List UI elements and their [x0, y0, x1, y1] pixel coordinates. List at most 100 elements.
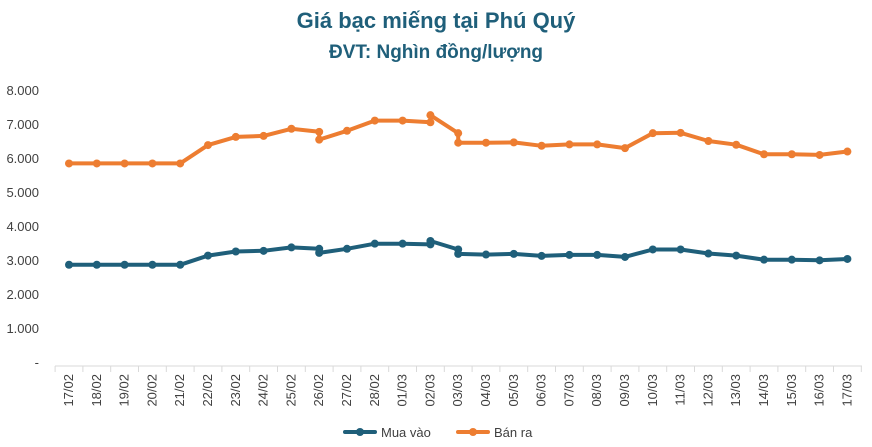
data-point-mua-vao [676, 245, 685, 254]
data-point-mua-vao [732, 251, 741, 260]
data-point-ban-ra [537, 141, 546, 150]
data-point-ban-ra [565, 140, 574, 149]
y-tick-label: - [35, 355, 39, 370]
data-point-ban-ra [815, 150, 824, 159]
x-tick-label: 02/03 [422, 374, 437, 407]
data-point-ban-ra [315, 135, 324, 144]
data-point-mua-vao [787, 255, 796, 264]
x-tick-label: 16/03 [812, 374, 827, 407]
data-point-mua-vao [287, 243, 296, 252]
legend-label-mua-vao: Mua vào [381, 425, 431, 440]
data-point-ban-ra [454, 129, 463, 138]
data-point-mua-vao [65, 260, 73, 269]
data-point-ban-ra [65, 159, 73, 168]
data-point-ban-ra [482, 138, 490, 147]
y-tick-label: 3.000 [6, 253, 39, 268]
data-point-ban-ra [120, 159, 129, 168]
x-tick-label: 01/03 [395, 374, 410, 407]
data-point-mua-vao [426, 236, 435, 245]
legend-label-ban-ra: Bán ra [494, 425, 533, 440]
data-point-mua-vao [815, 256, 824, 265]
x-tick-label: 08/03 [589, 374, 604, 407]
data-point-mua-vao [454, 249, 463, 258]
data-point-ban-ra [843, 147, 852, 156]
data-point-ban-ra [370, 116, 379, 125]
data-point-mua-vao [148, 260, 157, 269]
data-point-ban-ra [343, 126, 351, 135]
x-tick-label: 06/03 [534, 374, 549, 407]
data-point-ban-ra [732, 140, 741, 149]
x-tick-label: 22/02 [200, 374, 215, 407]
data-point-mua-vao [120, 260, 129, 269]
data-point-mua-vao [509, 249, 518, 258]
data-point-mua-vao [843, 254, 852, 263]
data-point-mua-vao [760, 255, 768, 264]
data-point-ban-ra [593, 140, 602, 149]
data-point-ban-ra [760, 150, 768, 159]
data-point-mua-vao [92, 260, 101, 269]
data-point-ban-ra [398, 116, 407, 125]
x-tick-label: 09/03 [617, 374, 632, 407]
x-tick-label: 26/02 [311, 374, 326, 407]
y-tick-label: 8.000 [6, 83, 39, 98]
data-point-ban-ra [204, 141, 212, 150]
data-point-mua-vao [204, 251, 212, 260]
y-tick-label: 1.000 [6, 321, 39, 336]
x-tick-label: 17/02 [61, 374, 76, 407]
data-point-ban-ra [287, 124, 296, 133]
y-tick-label: 4.000 [6, 219, 39, 234]
y-tick-label: 6.000 [6, 151, 39, 166]
data-point-ban-ra [648, 129, 657, 138]
x-tick-label: 04/03 [478, 374, 493, 407]
data-point-ban-ra [148, 159, 157, 168]
y-tick-label: 7.000 [6, 117, 39, 132]
data-point-ban-ra [426, 111, 435, 120]
data-point-mua-vao [176, 260, 185, 269]
data-point-ban-ra [704, 137, 713, 145]
x-tick-label: 28/02 [367, 374, 382, 407]
x-tick-label: 07/03 [561, 374, 576, 407]
data-point-mua-vao [482, 250, 490, 259]
data-point-mua-vao [398, 239, 407, 248]
x-tick-label: 17/03 [839, 374, 854, 407]
x-tick-label: 14/03 [756, 374, 771, 407]
x-tick-label: 03/03 [450, 374, 465, 407]
data-point-mua-vao [621, 252, 629, 261]
y-tick-label: 5.000 [6, 185, 39, 200]
x-tick-label: 20/02 [144, 374, 159, 407]
data-point-mua-vao [343, 244, 351, 253]
data-point-mua-vao [370, 239, 379, 248]
data-point-ban-ra [176, 159, 185, 168]
data-point-ban-ra [787, 150, 796, 159]
x-tick-label: 27/02 [339, 374, 354, 407]
y-tick-label: 2.000 [6, 287, 39, 302]
x-tick-label: 12/03 [700, 374, 715, 407]
data-point-ban-ra [426, 118, 435, 127]
x-tick-label: 25/02 [283, 374, 298, 407]
x-tick-label: 18/02 [89, 374, 104, 407]
x-tick-label: 19/02 [117, 374, 132, 407]
data-point-ban-ra [454, 138, 463, 147]
series-line-ban-ra [67, 113, 850, 166]
x-tick-label: 24/02 [256, 374, 271, 407]
data-point-mua-vao [259, 246, 268, 255]
x-tick-label: 11/03 [673, 374, 688, 406]
data-point-mua-vao [537, 251, 546, 260]
x-tick-label: 23/02 [228, 374, 243, 407]
x-tick-label: 13/03 [728, 374, 743, 407]
data-point-mua-vao [315, 248, 324, 257]
data-point-ban-ra [92, 159, 101, 168]
x-tick-label: 05/03 [506, 374, 521, 407]
series-line-mua-vao [67, 239, 850, 267]
data-point-ban-ra [259, 131, 268, 140]
chart-title: Giá bạc miếng tại Phú Quý [296, 8, 576, 33]
x-tick-label: 21/02 [172, 374, 187, 407]
legend-marker-ban-ra [469, 428, 477, 436]
legend-marker-mua-vao [356, 428, 364, 436]
data-point-ban-ra [231, 132, 240, 141]
data-point-mua-vao [231, 247, 240, 256]
data-point-ban-ra [621, 144, 629, 153]
data-point-ban-ra [676, 128, 685, 137]
